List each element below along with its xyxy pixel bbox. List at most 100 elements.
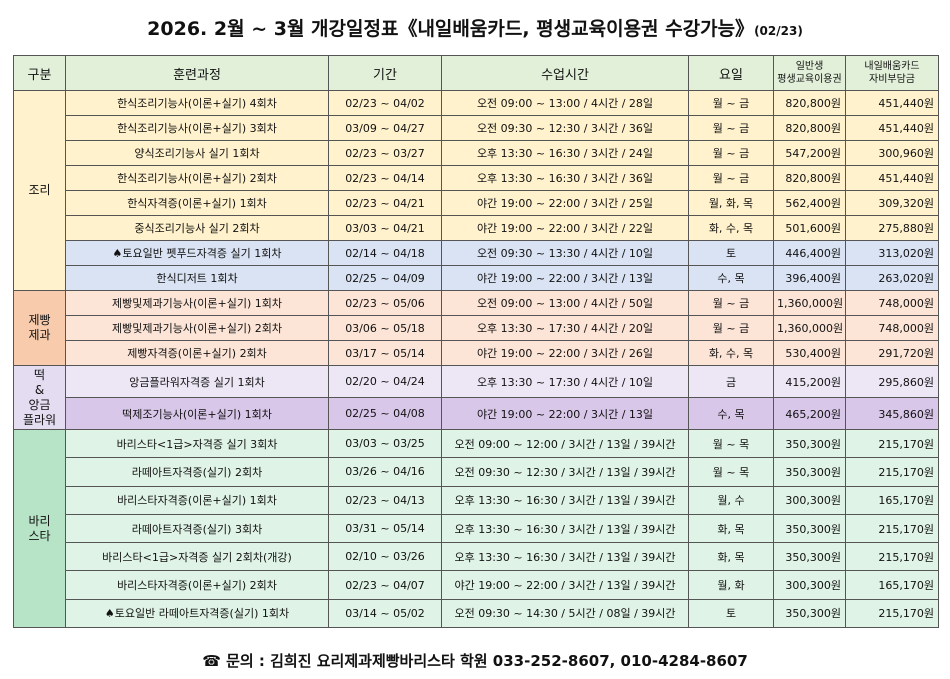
table-cell: 350,300원 — [773, 598, 846, 629]
table-cell: 월 ~ 금 — [688, 315, 774, 341]
table-cell: 월, 화, 목 — [688, 190, 774, 216]
table-cell: 금 — [688, 365, 774, 398]
table-cell: 화, 수, 목 — [688, 215, 774, 241]
table-cell: 02/25 ~ 04/09 — [328, 265, 442, 291]
table-cell: 03/03 ~ 04/21 — [328, 215, 442, 241]
header-cell: 일반생 평생교육이용권 — [773, 55, 846, 91]
table-cell: 오후 13:30 ~ 16:30 / 3시간 / 13일 / 39시간 — [441, 485, 689, 515]
table-cell: 215,170원 — [845, 428, 939, 459]
table-cell: 748,000원 — [845, 315, 939, 341]
table-cell: 오후 13:30 ~ 16:30 / 3시간 / 24일 — [441, 140, 689, 166]
table-cell: 월 ~ 목 — [688, 457, 774, 487]
table-cell: 한식디저트 1회차 — [65, 265, 329, 291]
table-cell: 02/23 ~ 04/07 — [328, 570, 442, 600]
table-row: 한식조리기능사(이론+실기) 3회차 03/09 ~ 04/27 오전 09:30 … — [13, 115, 939, 141]
table-cell: 300,300원 — [773, 570, 846, 600]
table-cell: 165,170원 — [845, 570, 939, 600]
title-text: 2026. 2월 ~ 3월 개강일정표《내일배움카드, 평생교육이용권 수강가능… — [147, 18, 755, 40]
header-text: 구분 — [27, 67, 52, 83]
table-cell: 한식자격증(이론+실기) 1회차 — [65, 190, 329, 216]
table-cell: 오전 09:30 ~ 12:30 / 3시간 / 13일 / 39시간 — [441, 457, 689, 487]
title-date: (02/23) — [754, 24, 803, 38]
table-row: 라떼아트자격증(실기) 3회차 03/31 ~ 05/14 오후 13:30 ~ 1… — [13, 513, 939, 544]
table-cell: 748,000원 — [845, 290, 939, 316]
table-cell: 화, 목 — [688, 513, 774, 544]
table-row: 떡 & 앙금 플라워 앙금플라워자격증 실기 1회차 02/20 ~ 04/24 오후 13… — [13, 365, 939, 430]
table-cell: 야간 19:00 ~ 22:00 / 3시간 / 13일 / 39시간 — [441, 570, 689, 600]
header-text: 자비부담금 — [869, 74, 915, 85]
table-cell: 02/23 ~ 04/13 — [328, 485, 442, 515]
table-cell: 03/14 ~ 05/02 — [328, 598, 442, 629]
table-cell: 562,400원 — [773, 190, 846, 216]
table-cell: 오후 13:30 ~ 16:30 / 3시간 / 13일 / 39시간 — [441, 542, 689, 572]
table-cell: 오후 13:30 ~ 17:30 / 4시간 / 20일 — [441, 315, 689, 341]
table-cell: 02/23 ~ 04/21 — [328, 190, 442, 216]
table-cell: 820,800원 — [773, 165, 846, 191]
group-label: 떡 — [33, 367, 46, 382]
table-cell: 월 ~ 금 — [688, 140, 774, 166]
group-label: 제빵 — [28, 313, 51, 327]
table-cell: 수, 목 — [688, 397, 774, 430]
table-cell: 월 ~ 금 — [688, 290, 774, 316]
table-cell: 오전 09:30 ~ 12:30 / 3시간 / 36일 — [441, 115, 689, 141]
table-row: 한식조리기능사(이론+실기) 2회차 02/23 ~ 04/14 오후 13:30 … — [13, 165, 939, 191]
table-cell: 02/23 ~ 05/06 — [328, 290, 442, 316]
table-cell: 월 ~ 금 — [688, 90, 774, 116]
table-cell: 라떼아트자격증(실기) 3회차 — [65, 513, 329, 544]
table-cell: 수, 목 — [688, 265, 774, 291]
table-cell: 446,400원 — [773, 240, 846, 266]
table-row: 바리 스타 바리스타<1급>자격증 실기 3회차 03/03 ~ 03/25 오전 09… — [13, 428, 939, 629]
footer: ☎ 문의 : 김희진 요리제과제빵바리스타 학원 033-252-8607, 0… — [202, 652, 748, 670]
table-cell: 토 — [688, 240, 774, 266]
table-cell: 295,860원 — [845, 365, 939, 398]
table-cell: 오후 13:30 ~ 16:30 / 3시간 / 36일 — [441, 165, 689, 191]
table-cell: 1,360,000원 — [773, 290, 846, 316]
table-cell: 오전 09:00 ~ 12:00 / 3시간 / 13일 / 39시간 — [441, 428, 689, 459]
table-row: 양식조리기능사 실기 1회차 02/23 ~ 03/27 오후 13:30 ~ 16… — [13, 140, 939, 166]
schedule-table: 구분 훈련과정 기간 수업시간 요일 일반생 평생교육이용권 내일배움카드 자비부담금 조리 한식… — [13, 55, 939, 629]
table-cell: ♠토요일반 펫푸드자격증 실기 1회차 — [65, 240, 329, 266]
table-cell: 토 — [688, 598, 774, 629]
table-cell: 547,200원 — [773, 140, 846, 166]
group-cell: 바리 스타 — [13, 428, 66, 629]
table-cell: 오전 09:00 ~ 13:00 / 4시간 / 28일 — [441, 90, 689, 116]
table-row: 중식조리기능사 실기 2회차 03/03 ~ 04/21 야간 19:00 ~ 22… — [13, 215, 939, 241]
table-cell: 313,020원 — [845, 240, 939, 266]
table-cell: 03/03 ~ 03/25 — [328, 428, 442, 459]
table-cell: 02/23 ~ 04/14 — [328, 165, 442, 191]
header-cell: 훈련과정 — [65, 55, 329, 91]
header-text: 요일 — [719, 67, 743, 83]
table-cell: 야간 19:00 ~ 22:00 / 3시간 / 22일 — [441, 215, 689, 241]
table-cell: 03/17 ~ 05/14 — [328, 340, 442, 366]
table-cell: 300,960원 — [845, 140, 939, 166]
table-cell: 350,300원 — [773, 428, 846, 459]
table-cell: 396,400원 — [773, 265, 846, 291]
header-text: 수업시간 — [541, 67, 589, 83]
group-label: 바리 — [28, 513, 51, 528]
table-row: ♠토요일반 펫푸드자격증 실기 1회차 02/14 ~ 04/18 오전 09:30… — [13, 240, 939, 266]
table-row: 조리 한식조리기능사(이론+실기) 4회차 02/23 ~ 04/02 오전 09:0… — [13, 90, 939, 291]
table-row: 한식자격증(이론+실기) 1회차 02/23 ~ 04/21 야간 19:00 ~ … — [13, 190, 939, 216]
table-cell: 야간 19:00 ~ 22:00 / 3시간 / 25일 — [441, 190, 689, 216]
group-label: 앙금 — [28, 397, 51, 412]
table-cell: 165,170원 — [845, 485, 939, 515]
table-cell: 제빵및제과기능사(이론+실기) 1회차 — [65, 290, 329, 316]
table-cell: 02/20 ~ 04/24 — [328, 365, 442, 398]
table-cell: 1,360,000원 — [773, 315, 846, 341]
table-cell: 451,440원 — [845, 115, 939, 141]
table-cell: 215,170원 — [845, 513, 939, 544]
table-row: 제빵자격증(이론+실기) 2회차 03/17 ~ 05/14 야간 19:00 ~ … — [13, 340, 939, 366]
table-cell: 350,300원 — [773, 513, 846, 544]
table-row: 바리스타자격증(이론+실기) 2회차 02/23 ~ 04/07 야간 19:00 … — [13, 570, 939, 600]
table-row: 바리스타<1급>자격증 실기 2회차(개강) 02/10 ~ 03/26 오후 13… — [13, 542, 939, 572]
table-cell: 530,400원 — [773, 340, 846, 366]
table-cell: 820,800원 — [773, 90, 846, 116]
table-cell: 라떼아트자격증(실기) 2회차 — [65, 457, 329, 487]
table-row: 라떼아트자격증(실기) 2회차 03/26 ~ 04/16 오전 09:30 ~ 1… — [13, 457, 939, 487]
table-cell: 03/26 ~ 04/16 — [328, 457, 442, 487]
header-text: 내일배움카드 — [864, 61, 920, 72]
group-cell: 제빵 제과 — [13, 290, 66, 366]
table-cell: 바리스타자격증(이론+실기) 2회차 — [65, 570, 329, 600]
table-cell: 820,800원 — [773, 115, 846, 141]
